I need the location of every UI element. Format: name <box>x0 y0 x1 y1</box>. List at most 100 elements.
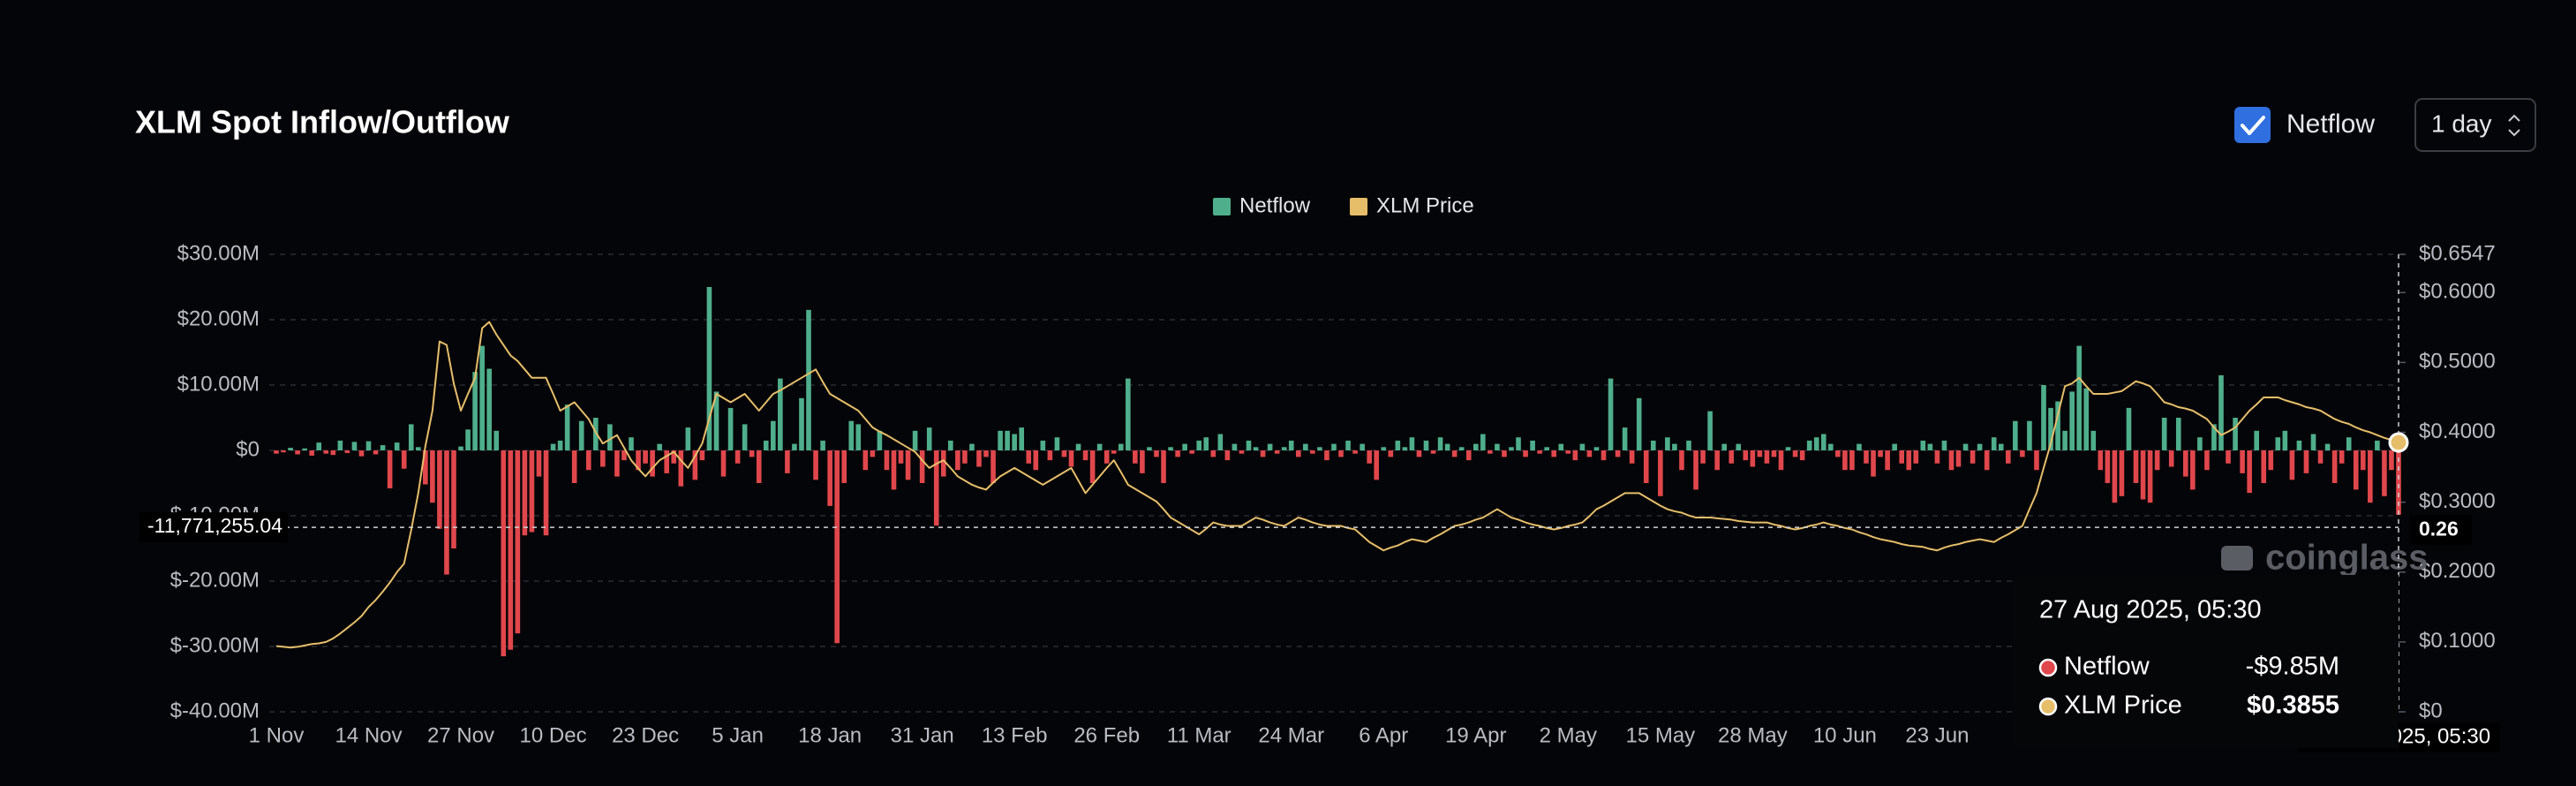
bar <box>1807 441 1812 450</box>
bar <box>2013 421 2018 450</box>
bar <box>458 447 463 450</box>
bar <box>2382 450 2387 496</box>
bar <box>2318 450 2324 464</box>
x-tick-label: 26 Feb <box>1073 723 1140 747</box>
bar <box>2218 375 2224 450</box>
bar <box>1623 427 1628 450</box>
y-tick-label: $-30.00M <box>170 633 260 657</box>
bar <box>1396 441 1401 450</box>
tooltip-value: $0.3855 <box>2247 692 2339 720</box>
bar <box>1665 437 1670 450</box>
bar <box>2197 437 2203 450</box>
bar <box>2261 450 2266 483</box>
bar <box>1700 450 1706 464</box>
bar <box>899 450 904 464</box>
bar <box>1189 450 1194 454</box>
bar <box>771 421 776 450</box>
crosshair-y-label: -11,771,255.04 <box>147 514 282 537</box>
bar <box>2083 389 2089 450</box>
bar <box>1182 444 1187 450</box>
bar <box>1594 447 1600 450</box>
bar <box>1892 444 1897 450</box>
bar <box>1928 444 1933 450</box>
checkbox-label[interactable]: Netflow <box>2286 110 2375 139</box>
bar <box>2027 421 2032 450</box>
bar <box>1033 450 1038 470</box>
bar <box>1161 450 1166 483</box>
bar <box>479 346 485 450</box>
bar <box>1970 450 1976 464</box>
y2-tick-label: $0.4000 <box>2419 419 2496 443</box>
bar <box>1133 450 1138 464</box>
bar <box>558 441 563 450</box>
bar <box>983 450 989 457</box>
bar <box>1452 450 1457 457</box>
bar <box>451 450 456 548</box>
y-tick-label: $30.00M <box>177 241 260 265</box>
legend-swatch <box>1213 198 1231 215</box>
bar <box>316 442 321 450</box>
bar <box>1587 450 1593 457</box>
bar <box>1055 437 1060 450</box>
tooltip-series-name: Netflow <box>2064 653 2150 681</box>
bar <box>430 450 435 503</box>
bar <box>913 431 918 450</box>
hover-dot <box>2390 434 2407 451</box>
bar <box>700 450 705 460</box>
bar <box>863 450 869 470</box>
bar <box>2127 408 2132 450</box>
bar <box>1857 444 1862 450</box>
bar <box>969 444 975 450</box>
bar <box>1765 450 1770 464</box>
legend-label: Netflow <box>1239 193 1311 217</box>
bar <box>735 450 741 464</box>
bar <box>1282 447 1287 450</box>
x-tick-label: 10 Dec <box>520 723 587 747</box>
bar <box>2148 450 2153 503</box>
bar <box>1601 450 1607 460</box>
x-tick-label: 15 May <box>1625 723 1695 747</box>
bar <box>1012 435 1017 451</box>
bar <box>2226 450 2231 464</box>
bar <box>1083 450 1088 460</box>
bar <box>1530 441 1535 450</box>
bar <box>1154 450 1159 457</box>
bar <box>998 431 1003 450</box>
bar <box>302 449 307 450</box>
bar <box>2041 385 2046 450</box>
bar <box>827 450 832 506</box>
bar <box>1899 450 1904 464</box>
bar <box>2155 450 2160 470</box>
bar <box>877 431 883 450</box>
bar <box>1714 450 1720 470</box>
bar <box>834 450 840 643</box>
bar <box>1097 444 1103 450</box>
bar <box>551 444 556 450</box>
bar <box>1637 398 1642 450</box>
bar <box>1729 450 1734 464</box>
x-tick-label: 10 Jun <box>1813 723 1877 747</box>
bar <box>1438 437 1443 450</box>
bar <box>906 450 911 480</box>
bar <box>920 450 925 483</box>
checkbox[interactable] <box>2234 107 2271 143</box>
y-tick-label: $20.00M <box>177 306 260 330</box>
bar <box>416 447 421 450</box>
bar <box>2105 450 2111 483</box>
bar <box>523 450 528 535</box>
bar <box>2268 450 2273 470</box>
bar <box>1488 450 1493 454</box>
tooltip-dot <box>2040 660 2056 676</box>
bar <box>345 450 350 453</box>
x-tick-label: 2 May <box>1540 723 1597 747</box>
bar <box>728 408 734 450</box>
bar <box>1849 450 1855 470</box>
tooltip-series-name: XLM Price <box>2064 692 2182 720</box>
legend-label: XLM Price <box>1376 193 1474 217</box>
dropdown-value[interactable]: 1 day <box>2431 110 2492 137</box>
bar <box>1558 444 1563 450</box>
bar <box>2113 450 2118 503</box>
bar <box>1473 444 1479 450</box>
bar <box>1942 441 1947 450</box>
bar <box>848 421 854 450</box>
